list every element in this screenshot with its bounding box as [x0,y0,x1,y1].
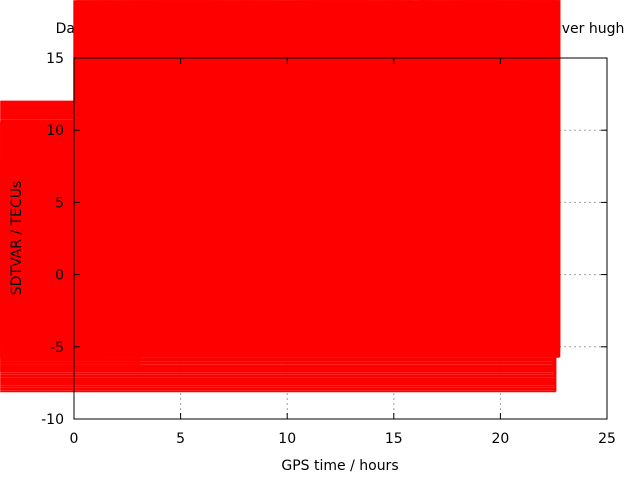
plot-area [0,0,561,393]
y-tick-label: 10 [46,123,64,139]
y-tick-label: 15 [46,51,64,67]
x-tick-label: 0 [70,431,79,447]
y-tick-label: 0 [55,268,64,284]
x-tick-label: 15 [385,431,403,447]
x-tick-label: 10 [278,431,296,447]
x-axis-label: GPS time / hours [281,458,398,474]
y-axis-label: SDTVAR / TECUs [9,181,25,296]
y-tick-label: -10 [41,412,64,428]
x-tick-label: 20 [491,431,509,447]
data-series-track-18 [0,0,561,358]
x-tick-label: 5 [176,431,185,447]
y-tick-label: -5 [50,340,64,356]
data-marks [0,0,503,283]
x-tick-label: 25 [598,431,616,447]
data-series-track-17 [0,0,503,283]
axis-ticks: 0 5 10 15 20 25 -10 -5 0 5 10 15 [41,51,616,447]
data-marks [0,0,561,358]
plot-frame [73,57,608,420]
y-tick-label: 5 [55,195,64,211]
